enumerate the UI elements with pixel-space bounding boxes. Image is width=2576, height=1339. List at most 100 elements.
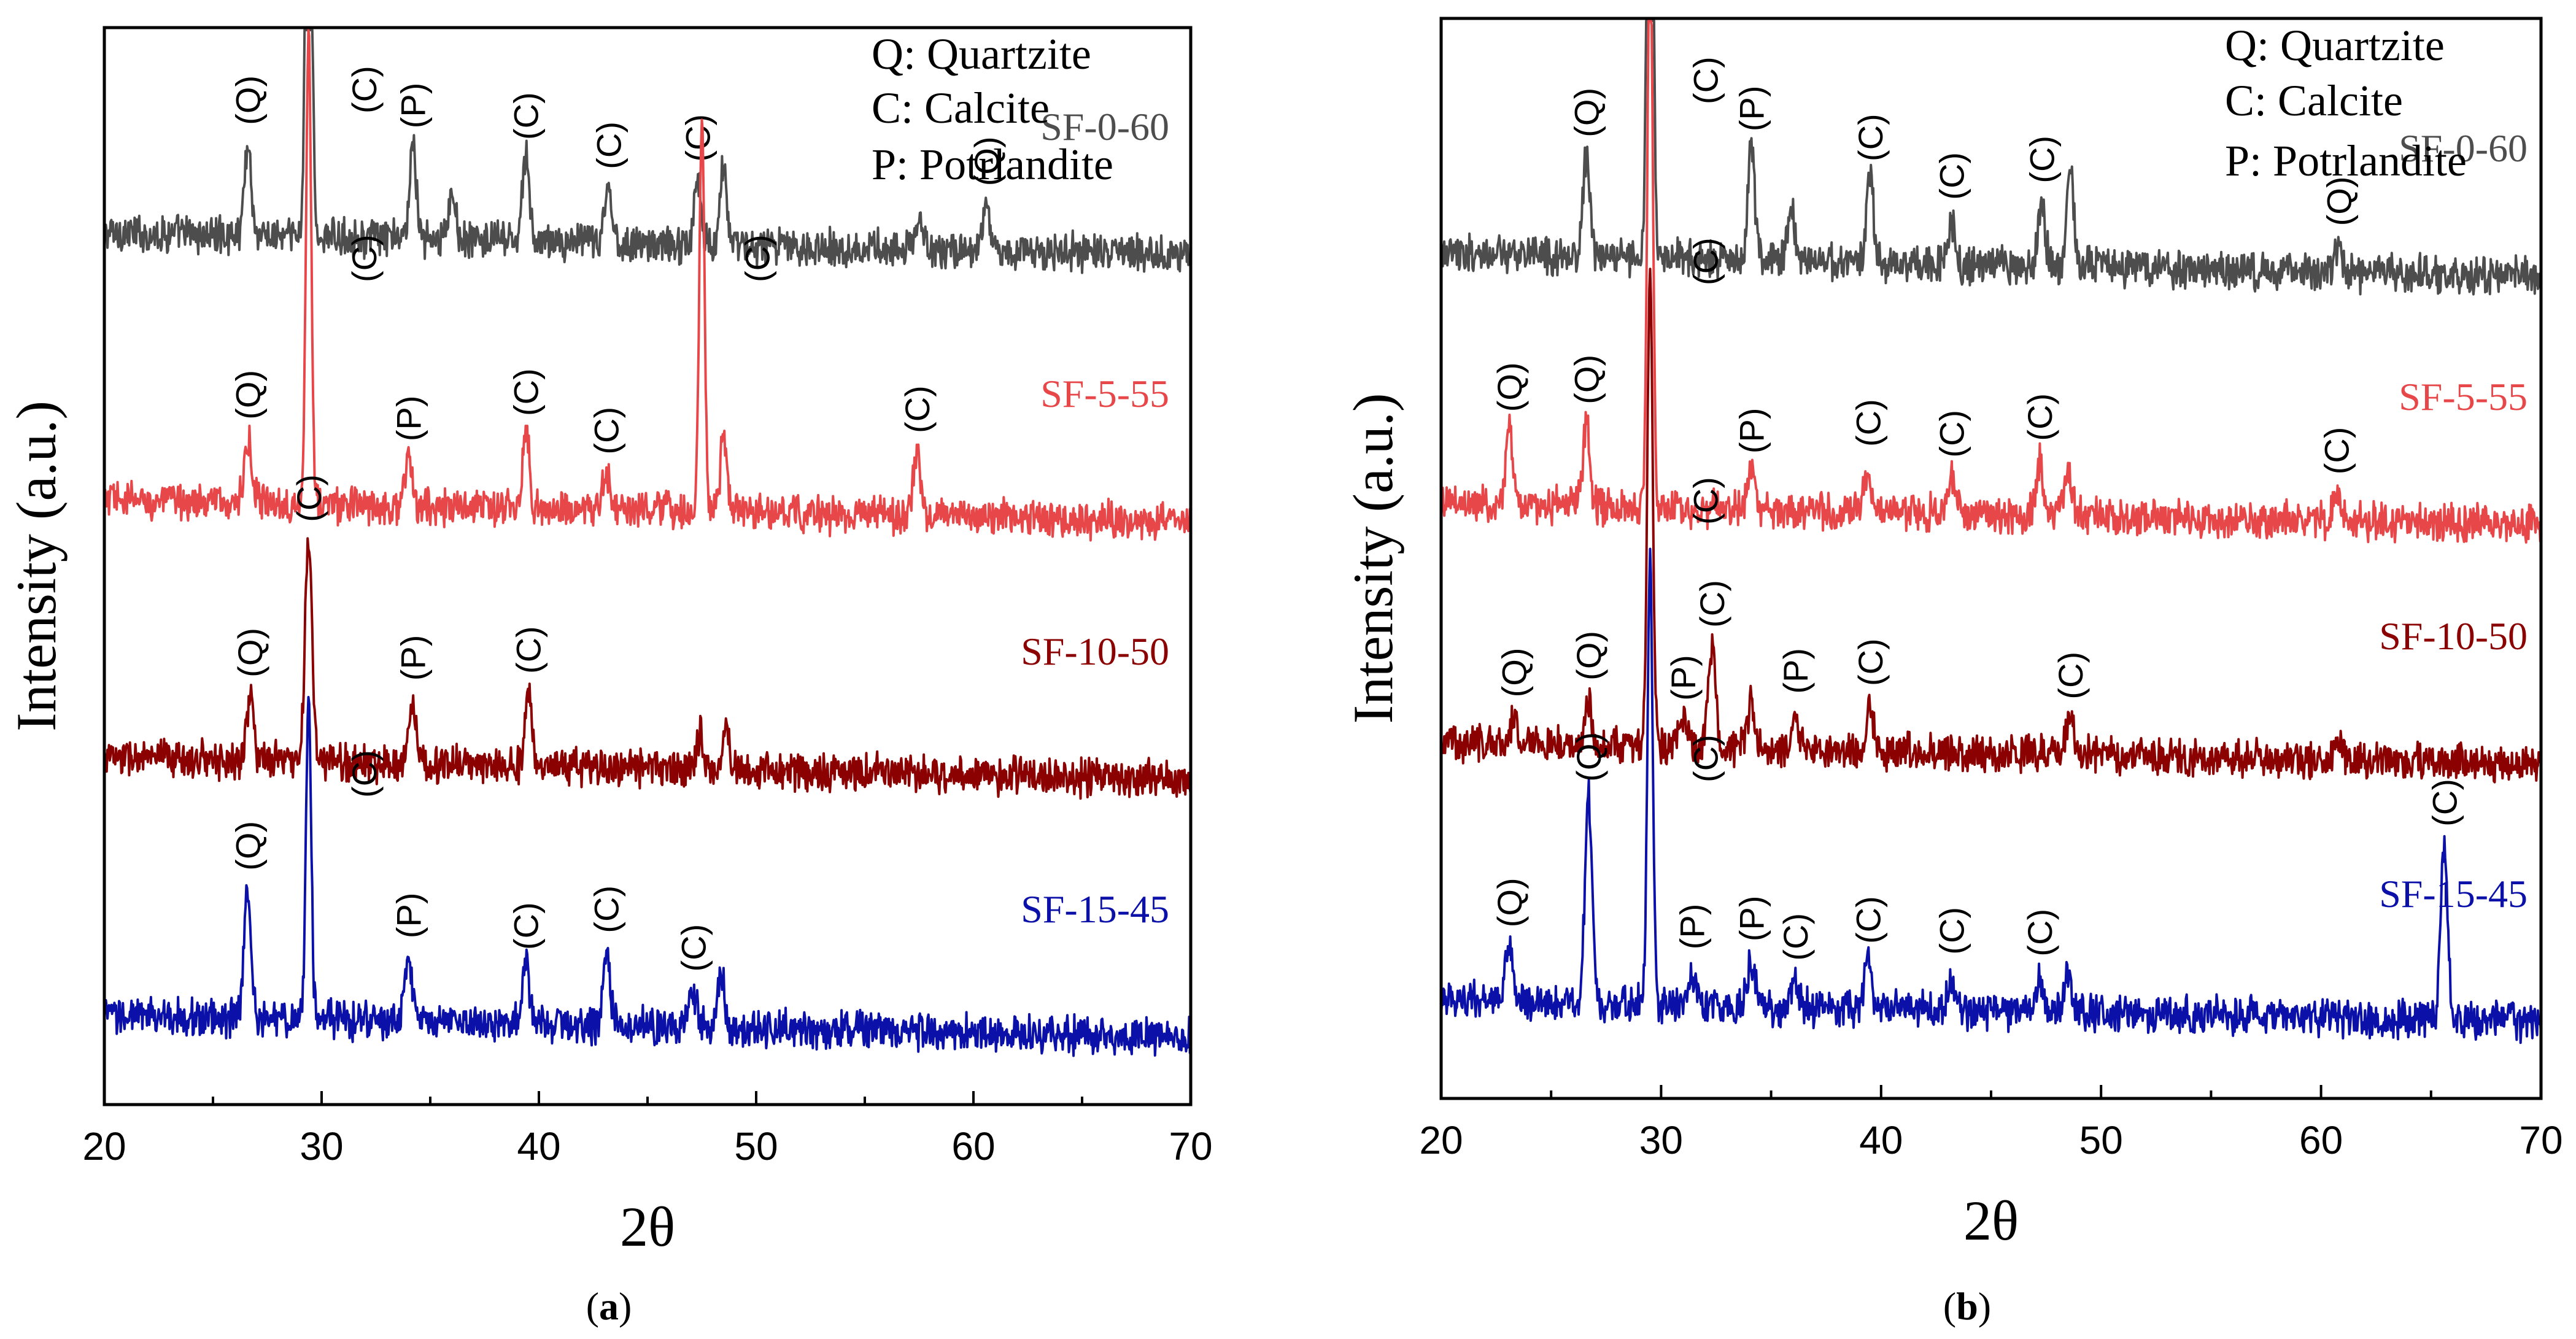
x-tick-label: 30: [1639, 1118, 1683, 1162]
peak-label: (C): [589, 122, 628, 169]
peak-label: (C): [2051, 652, 2090, 700]
series-label-SF-5-55: SF-5-55: [1040, 372, 1169, 415]
peak-label: (C): [509, 626, 547, 674]
x-tick-label: 20: [1419, 1118, 1463, 1162]
legend-entry: Q: Quartzite: [872, 29, 1091, 79]
series-label-SF-15-45: SF-15-45: [2379, 872, 2528, 916]
peak-label: (C): [898, 385, 937, 433]
peak-label: (Q): [967, 136, 1006, 186]
peak-label: (C): [345, 66, 384, 114]
peak-label: (C): [507, 368, 546, 416]
peak-label: (C): [1851, 638, 1890, 686]
peak-label: (C): [1932, 152, 1971, 200]
peak-label: (C): [1686, 477, 1725, 525]
peak-label: (P): [394, 83, 433, 129]
plot-frame: [102, 26, 1193, 1106]
peak-label: (P): [1732, 407, 1771, 453]
peak-label: (C): [345, 750, 384, 798]
peak-label: (C): [738, 234, 777, 282]
legend-entry: P: Potrlandite: [2225, 136, 2467, 185]
peak-label: (P): [1732, 895, 1771, 941]
x-tick-label: 50: [2079, 1118, 2123, 1162]
peak-label: (C): [2318, 427, 2356, 475]
x-tick-label: 30: [300, 1124, 343, 1168]
peak-label: (Q): [229, 821, 268, 871]
peak-label: (C): [2021, 393, 2059, 441]
peak-label: (Q): [1568, 355, 1606, 404]
series-line-SF-15-45: [103, 696, 1192, 1057]
peak-label: (Q): [229, 370, 268, 420]
series-line-SF-15-45: [1440, 547, 2542, 1044]
x-tick-label: 70: [2519, 1118, 2562, 1162]
peak-label: (C): [1776, 913, 1815, 961]
peak-label: (P): [1664, 655, 1703, 701]
x-tick-label: 60: [2299, 1118, 2343, 1162]
y-axis-title: Intensity (a.u.): [1342, 393, 1404, 724]
peak-label: (C): [1851, 114, 1890, 161]
peak-label: (C): [587, 886, 626, 933]
peak-label: (C): [2022, 136, 2061, 183]
series-label-SF-0-60: SF-0-60: [2399, 126, 2528, 170]
x-tick-label: 40: [517, 1124, 560, 1168]
chart-panel-b: SF-0-60(Q)(C)(P)(C)(C) (C)(Q)SF-5-55(Q) (Q…: [1342, 17, 2563, 1328]
peak-label: (P): [1673, 904, 1712, 950]
panel-caption: (a): [586, 1284, 632, 1328]
series-line-SF-10-50: [1440, 268, 2542, 784]
peak-label: (Q): [1569, 732, 1608, 782]
peak-label: (Q): [1569, 631, 1608, 681]
peak-label: (Q): [229, 75, 268, 125]
peak-label: (Q): [1490, 362, 1529, 412]
series-line-SF-0-60: [1440, 20, 2542, 296]
peak-label: (P): [390, 395, 428, 441]
peak-label: (Q): [1568, 88, 1606, 137]
x-axis-title: 2θ: [620, 1195, 675, 1258]
peak-label: (C): [1932, 907, 1971, 955]
x-tick-label: 50: [734, 1124, 778, 1168]
series-label-SF-5-55: SF-5-55: [2399, 375, 2528, 419]
peak-label: (P): [390, 892, 428, 938]
peak-label: (C): [1849, 896, 1887, 944]
peak-label: (Q): [2319, 177, 2358, 226]
series-line-SF-0-60: [103, 29, 1192, 274]
peak-label: (Q): [1495, 648, 1533, 698]
peak-label: (C): [2425, 779, 2464, 827]
peak-label: (C): [507, 92, 546, 140]
peak-label: (C): [1849, 399, 1887, 447]
series-line-SF-5-55: [103, 29, 1192, 542]
y-axis-title: Intensity (a.u.): [5, 401, 68, 731]
legend-entry: Q: Quartzite: [2225, 21, 2445, 70]
legend-entry: P: Potrlandite: [872, 140, 1113, 189]
peak-label: (C): [1686, 237, 1725, 285]
x-tick-label: 40: [1859, 1118, 1903, 1162]
legend-entry: C: Calcite: [872, 83, 1050, 133]
series-label-SF-10-50: SF-10-50: [2379, 614, 2528, 658]
peak-label: (C): [1932, 410, 1971, 458]
x-axis-title: 2θ: [1963, 1189, 2019, 1252]
peak-label: (P): [1776, 648, 1815, 694]
peak-label: (C): [1686, 735, 1725, 782]
series-label-SF-0-60: SF-0-60: [1040, 105, 1169, 149]
x-tick-label: 70: [1169, 1124, 1212, 1168]
panel-letter: b: [1956, 1284, 1978, 1328]
panel-letter: a: [599, 1284, 619, 1328]
x-tick-label: 60: [951, 1124, 995, 1168]
series-label-SF-10-50: SF-10-50: [1021, 630, 1169, 673]
peak-label: (C): [345, 234, 384, 282]
peak-label: (C): [290, 474, 328, 522]
series-label-SF-15-45: SF-15-45: [1021, 887, 1169, 931]
peak-label: (P): [1732, 85, 1771, 131]
series-line-SF-10-50: [103, 537, 1192, 800]
legend-entry: C: Calcite: [2225, 76, 2403, 125]
peak-label: (C): [587, 407, 626, 455]
peak-label: (C): [507, 902, 546, 950]
peak-label: (Q): [231, 628, 269, 677]
peak-label: (C): [1686, 56, 1725, 104]
peak-label: (C): [1693, 580, 1731, 628]
peak-label: (C): [674, 924, 713, 972]
peak-label: (C): [2021, 909, 2059, 957]
x-tick-label: 20: [82, 1124, 126, 1168]
chart-panel-a: SF-0-60 (Q) (C) (P) (C) (C) (C) (Q) SF-5-55 (Q) (C…: [5, 26, 1213, 1328]
peak-label: (P): [394, 635, 433, 681]
panel-caption: (b): [1943, 1284, 1991, 1328]
